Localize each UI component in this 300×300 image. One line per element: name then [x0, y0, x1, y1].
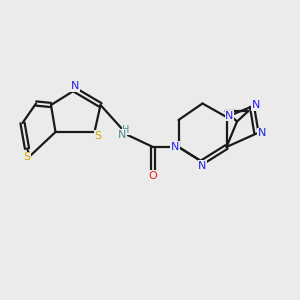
Text: N: N — [171, 142, 179, 152]
Text: S: S — [94, 130, 102, 141]
Text: S: S — [23, 152, 30, 163]
Text: N: N — [118, 130, 126, 140]
Text: N: N — [225, 110, 234, 121]
Text: N: N — [71, 81, 79, 92]
Text: N: N — [258, 128, 266, 139]
Text: O: O — [148, 171, 158, 181]
Text: N: N — [198, 160, 207, 171]
Text: N: N — [251, 100, 260, 110]
Text: H: H — [122, 124, 130, 135]
